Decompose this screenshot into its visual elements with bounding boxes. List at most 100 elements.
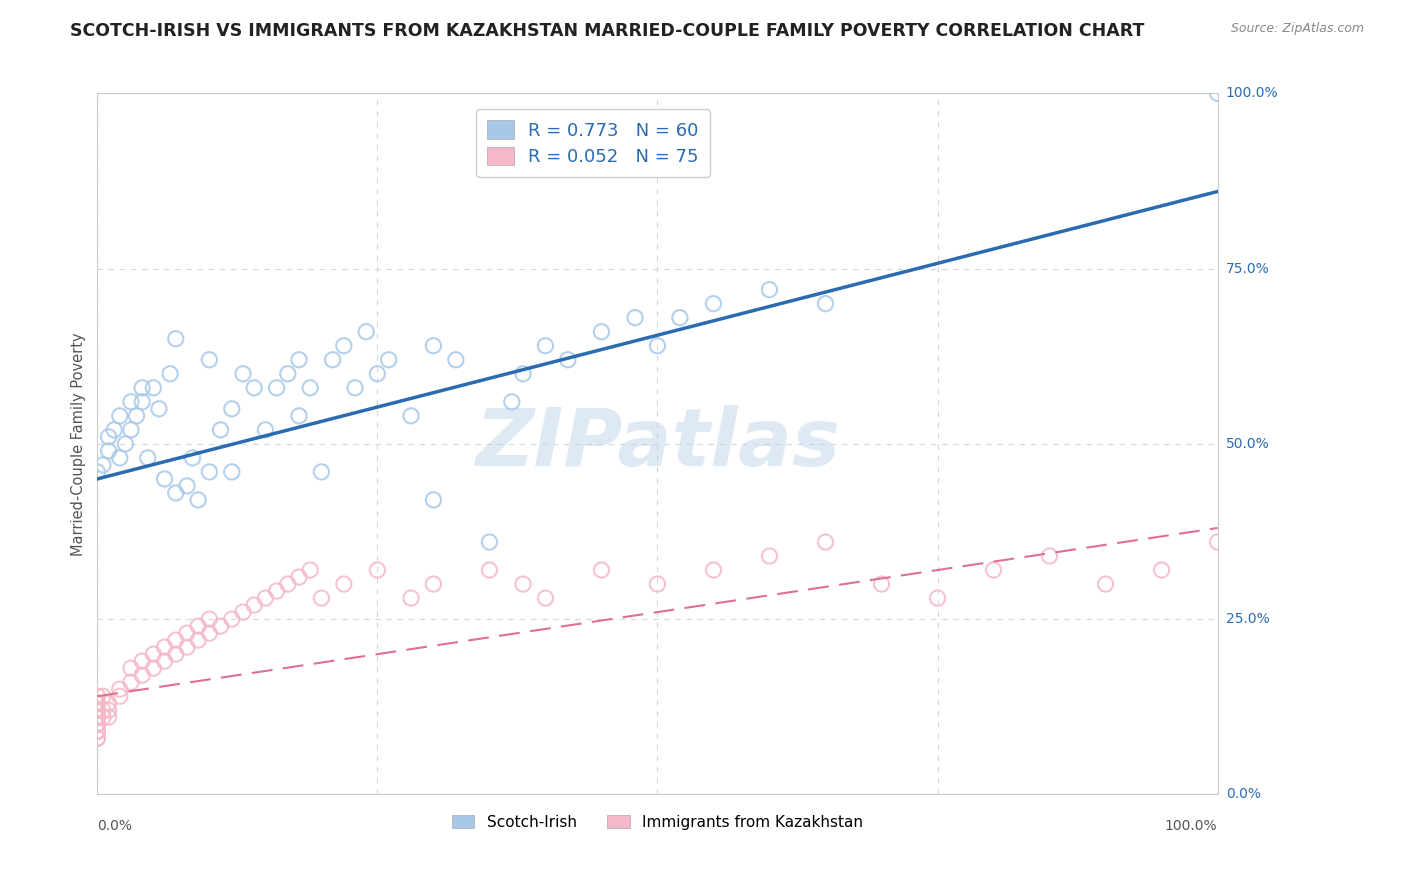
Text: 75.0%: 75.0% [1226, 261, 1270, 276]
Point [86, 710, 108, 724]
Point [165, 332, 187, 346]
Text: ZIPatlas: ZIPatlas [475, 405, 839, 483]
Point [86, 717, 108, 731]
Point [187, 619, 209, 633]
Point [125, 409, 148, 423]
Point [86, 724, 108, 739]
Point [120, 661, 142, 675]
Point [377, 352, 399, 367]
Point [86, 703, 108, 717]
Point [86, 465, 108, 479]
Point [165, 486, 187, 500]
Point [86, 717, 108, 731]
Point [1206, 87, 1229, 101]
Point [534, 591, 557, 605]
Point [299, 381, 322, 395]
Point [277, 367, 299, 381]
Point [148, 401, 170, 416]
Point [814, 535, 837, 549]
Point [86, 731, 108, 746]
Point [86, 724, 108, 739]
Point [198, 612, 221, 626]
Point [159, 367, 181, 381]
Text: 100.0%: 100.0% [1166, 819, 1218, 833]
Text: SCOTCH-IRISH VS IMMIGRANTS FROM KAZAKHSTAN MARRIED-COUPLE FAMILY POVERTY CORRELA: SCOTCH-IRISH VS IMMIGRANTS FROM KAZAKHST… [70, 22, 1144, 40]
Text: 50.0%: 50.0% [1226, 437, 1270, 450]
Point [399, 409, 422, 423]
Point [354, 325, 377, 339]
Point [108, 682, 131, 697]
Point [97, 430, 120, 444]
Point [254, 591, 277, 605]
Point [209, 619, 232, 633]
Point [501, 394, 523, 409]
Point [1206, 535, 1229, 549]
Point [165, 647, 187, 661]
Point [333, 577, 356, 591]
Point [198, 465, 221, 479]
Point [1094, 577, 1116, 591]
Point [343, 381, 366, 395]
Point [288, 409, 311, 423]
Point [198, 626, 221, 640]
Point [221, 401, 243, 416]
Point [97, 703, 120, 717]
Point [232, 367, 254, 381]
Text: 100.0%: 100.0% [1226, 87, 1278, 101]
Legend: R = 0.773   N = 60, R = 0.052   N = 75: R = 0.773 N = 60, R = 0.052 N = 75 [477, 110, 710, 177]
Point [366, 563, 388, 577]
Point [647, 577, 669, 591]
Point [702, 563, 724, 577]
Point [86, 724, 108, 739]
Point [591, 563, 613, 577]
Point [758, 549, 780, 563]
Point [103, 423, 125, 437]
Point [221, 465, 243, 479]
Point [221, 612, 243, 626]
Point [108, 690, 131, 704]
Point [478, 535, 501, 549]
Point [243, 381, 266, 395]
Point [142, 381, 165, 395]
Point [591, 325, 613, 339]
Point [181, 450, 204, 465]
Point [534, 339, 557, 353]
Point [311, 591, 333, 605]
Point [153, 640, 176, 655]
Point [758, 283, 780, 297]
Point [512, 367, 534, 381]
Point [153, 654, 176, 668]
Point [311, 465, 333, 479]
Point [478, 563, 501, 577]
Point [142, 661, 165, 675]
Point [512, 577, 534, 591]
Point [91, 703, 114, 717]
Point [277, 577, 299, 591]
Point [86, 710, 108, 724]
Point [624, 310, 647, 325]
Point [176, 626, 198, 640]
Point [97, 710, 120, 724]
Y-axis label: Married-Couple Family Poverty: Married-Couple Family Poverty [72, 332, 86, 556]
Text: 25.0%: 25.0% [1226, 612, 1270, 626]
Point [243, 598, 266, 612]
Text: 0.0%: 0.0% [1226, 788, 1261, 801]
Point [86, 710, 108, 724]
Point [444, 352, 467, 367]
Point [86, 717, 108, 731]
Text: Source: ZipAtlas.com: Source: ZipAtlas.com [1230, 22, 1364, 36]
Point [209, 423, 232, 437]
Point [322, 352, 344, 367]
Point [142, 647, 165, 661]
Point [153, 472, 176, 486]
Point [187, 633, 209, 648]
Point [814, 296, 837, 310]
Point [232, 605, 254, 619]
Point [86, 696, 108, 710]
Point [136, 450, 159, 465]
Point [91, 710, 114, 724]
Point [422, 339, 444, 353]
Point [86, 717, 108, 731]
Point [86, 690, 108, 704]
Point [86, 703, 108, 717]
